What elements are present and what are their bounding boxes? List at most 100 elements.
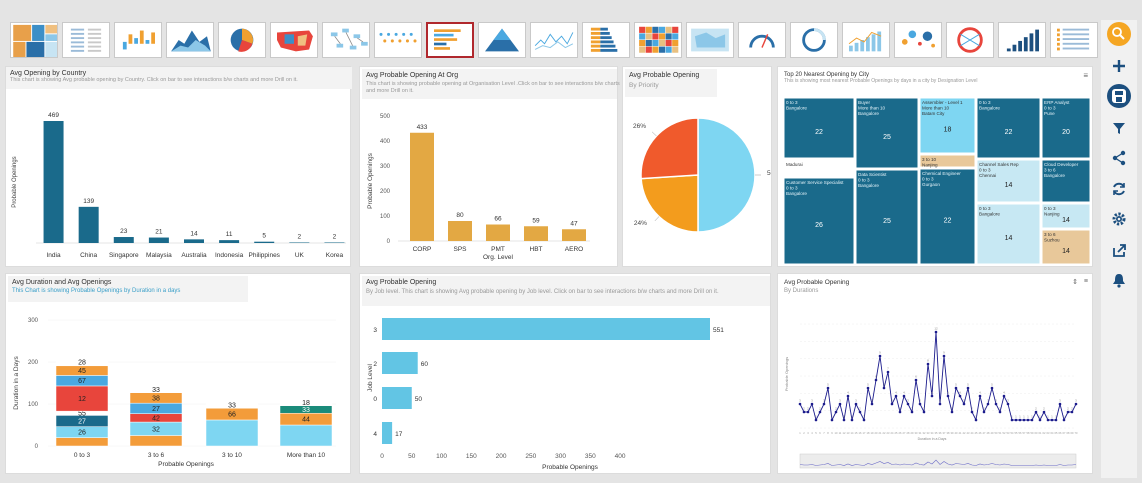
x-tick-label: 22 [883, 431, 886, 435]
pyramid-thumbnail-icon [485, 28, 519, 52]
treemap-thumbnail-icon [13, 24, 57, 57]
tree-thumbnail[interactable] [322, 22, 370, 58]
data-point [830, 418, 834, 422]
thumb-shape [26, 41, 45, 57]
thumb-shape [1029, 33, 1034, 52]
add-button[interactable] [1107, 54, 1131, 78]
data-point [962, 402, 966, 406]
heatmap-thumbnail-icon [639, 26, 679, 53]
geo-map-thumbnail[interactable] [686, 22, 734, 58]
map-thumbnail[interactable] [270, 22, 318, 58]
duration-stacked-chart: Duration in a Days0100200300262755126745… [13, 318, 336, 468]
data-label: 1 [1023, 415, 1025, 419]
table-thumbnail[interactable] [62, 22, 110, 58]
thumb-shape [1012, 44, 1017, 52]
panel-avg-opening-at-org: Avg Probable Opening At Org This chart i… [359, 66, 620, 267]
segment-label: 45 [78, 368, 86, 375]
data-label: 3 [839, 399, 841, 403]
x-tick-label: 45 [975, 431, 978, 435]
ring-thumbnail[interactable] [790, 22, 838, 58]
resize-icon[interactable]: ⇕ [1072, 279, 1078, 286]
data-label: 1 [815, 415, 817, 419]
segment-label: 12 [78, 396, 86, 403]
x-tick-label: 13 [847, 431, 850, 435]
refresh-button[interactable] [1107, 177, 1131, 201]
pyramid-thumbnail[interactable] [478, 22, 526, 58]
treemap-label: 3 to 10 [922, 157, 936, 162]
data-label: 2 [333, 233, 337, 240]
pie-thumbnail-icon [230, 28, 254, 52]
area-thumbnail[interactable] [166, 22, 214, 58]
waterfall-thumbnail[interactable] [114, 22, 162, 58]
thumb-shape [590, 27, 601, 31]
share-button[interactable] [1107, 146, 1131, 170]
thumb-shape [434, 42, 447, 46]
data-label: 2 [803, 407, 805, 411]
thumb-shape [639, 33, 646, 40]
thumb-shape [658, 46, 666, 53]
x-tick-label: 37 [943, 431, 946, 435]
treemap-label: Suzhou [1044, 238, 1060, 243]
scatter-thumbnail[interactable] [374, 22, 422, 58]
thumb-shape [672, 33, 679, 40]
data-label: 66 [494, 216, 502, 223]
notification-button[interactable] [1107, 268, 1131, 292]
thumb-shape [639, 40, 646, 47]
x-tick-label: Malaysia [146, 252, 172, 259]
bar-thumbnail[interactable] [426, 22, 474, 58]
x-tick-label: 1 [799, 431, 801, 435]
thumb-shape [813, 28, 826, 41]
thumb-shape [342, 28, 349, 33]
treemap-label: Nanjing [922, 163, 938, 168]
menu-icon[interactable]: ≡ [1083, 278, 1088, 285]
filter-button[interactable] [1107, 116, 1131, 140]
panel-subtitle: This Chart is showing Probable Openings … [12, 288, 181, 294]
panel-title: Avg Probable Opening [366, 279, 437, 286]
panel-top-20-nearest-opening: Top 20 Nearest Opening by City This is s… [777, 66, 1093, 267]
treemap-cell [1041, 98, 1090, 159]
chord-thumbnail-icon [957, 27, 983, 53]
pie-thumbnail[interactable] [218, 22, 266, 58]
data-label: 7 [887, 367, 889, 371]
x-tick-label: India [47, 252, 61, 259]
bar [113, 237, 134, 243]
column-thumbnail[interactable] [998, 22, 1046, 58]
timeseries-thumbnail[interactable] [530, 22, 578, 58]
x-tick-label: 400 [615, 453, 626, 460]
data-point [1074, 402, 1078, 406]
treemap-cell [855, 98, 919, 169]
combo-thumbnail[interactable] [842, 22, 890, 58]
menu-icon[interactable]: ≡ [1083, 71, 1088, 80]
heatmap-thumbnail[interactable] [634, 22, 682, 58]
thumb-shape [434, 47, 450, 50]
save-button[interactable] [1107, 84, 1131, 108]
data-label: 4 [1003, 391, 1005, 395]
settings-button[interactable] [1107, 207, 1131, 231]
thumb-shape [394, 32, 398, 36]
bar [562, 229, 586, 241]
stacked-bar-thumbnail[interactable] [582, 22, 630, 58]
timeseries-thumbnail-icon [534, 32, 574, 50]
export-button[interactable] [1107, 238, 1131, 262]
x-tick-label: 68 [1067, 431, 1070, 435]
segment-label: 55 [78, 411, 86, 418]
x-tick-label: 250 [525, 453, 536, 460]
gauge-thumbnail[interactable] [738, 22, 786, 58]
data-point [894, 394, 898, 398]
data-label: 1 [975, 415, 977, 419]
x-tick-label: 0 to 3 [74, 452, 91, 459]
data-point [958, 394, 962, 398]
thumb-shape [353, 34, 361, 39]
x-tick-label: PMT [491, 246, 505, 253]
search-button[interactable] [1107, 22, 1131, 46]
chord-thumbnail[interactable] [946, 22, 994, 58]
bubble-thumbnail[interactable] [894, 22, 942, 58]
data-label: 2 [1071, 407, 1073, 411]
segment-label: 38 [152, 395, 160, 402]
job-level-bar-chart: Job Level 3 551 2 60 0 50 4 17 0 50 100 150 200 250 300… [367, 318, 724, 471]
data-label: 80 [456, 212, 464, 219]
treemap-thumbnail[interactable] [10, 22, 58, 58]
thumb-shape [600, 40, 614, 44]
refresh-icon [1113, 182, 1125, 196]
list-thumbnail[interactable] [1050, 22, 1098, 58]
